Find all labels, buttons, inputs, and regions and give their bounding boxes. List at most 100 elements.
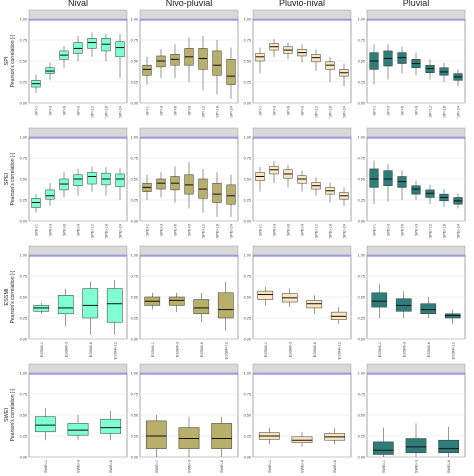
x-tick-label: SWEI-6 <box>447 460 451 473</box>
box <box>217 292 234 319</box>
x-tick-label: ESSMI-3 <box>402 342 406 357</box>
box <box>193 299 210 315</box>
panel-strip <box>28 363 128 374</box>
row-index-label: SWEI <box>4 408 10 423</box>
box <box>226 184 236 205</box>
y-axis-label: Pearson's correlation [-] <box>10 270 16 323</box>
y-tick-label: 0.00 <box>358 456 365 460</box>
y-tick-label: 0.00 <box>358 338 365 342</box>
y-tick-label: 1.00 <box>131 372 138 376</box>
panel-strip <box>252 245 352 256</box>
box <box>67 423 89 436</box>
box <box>212 50 222 76</box>
x-tick-label: SPEI-18 <box>216 224 220 238</box>
y-tick-label: 0.25 <box>244 199 251 203</box>
x-tick-label: SPEI-12 <box>91 224 95 238</box>
y-tick-label: 0.00 <box>244 102 251 106</box>
y-tick-label: 0.00 <box>244 338 251 342</box>
x-tick-label: SPEI-3 <box>273 224 277 236</box>
box <box>87 172 97 185</box>
x-tick-label: SPEI-24 <box>230 224 234 238</box>
panel-strip <box>252 127 352 138</box>
x-tick-label: ESSMI-1 <box>264 342 268 357</box>
y-tick-label: 0.50 <box>358 296 365 300</box>
y-tick-label: 0.50 <box>20 60 27 64</box>
panel: 0.00 0.25 0.50 0.75 1.00 SPI-1 SPI-3 SPI-6 SPI-9… <box>358 9 466 118</box>
y-tick-label: 0.50 <box>20 296 27 300</box>
x-tick-label: ESSMI-3 <box>175 342 179 357</box>
panel-strip <box>28 9 128 20</box>
y-tick-label: 0.75 <box>131 157 138 161</box>
x-tick-label: SPI-12 <box>91 106 95 118</box>
box <box>115 41 125 58</box>
x-tick-label: SPI-1 <box>35 106 39 116</box>
y-tick-label: 0.50 <box>131 414 138 418</box>
y-tick-label: 0.25 <box>358 81 365 85</box>
x-tick-label: ESSMI-3 <box>64 342 68 357</box>
x-tick-label: SPEI-18 <box>443 224 447 238</box>
y-tick-label: 0.00 <box>131 456 138 460</box>
y-tick-label: 0.75 <box>20 275 27 279</box>
y-tick-label: 1.00 <box>358 136 365 140</box>
x-tick-label: SPEI-6 <box>174 224 178 236</box>
x-tick-label: ESSMI-3 <box>288 342 292 357</box>
y-tick-label: 0.75 <box>244 393 251 397</box>
box <box>82 288 99 319</box>
y-tick-label: 1.00 <box>131 254 138 258</box>
x-tick-label: SPEI-1 <box>146 224 150 236</box>
y-tick-label: 0.75 <box>131 39 138 43</box>
x-tick-label: SPI-24 <box>230 106 234 118</box>
x-tick-label: SPEI-18 <box>105 224 109 238</box>
panel: 0.00 0.25 0.50 0.75 1.00 SPI-1 SPI-3 SPI-6 SPI-9… <box>244 9 352 118</box>
x-tick-label: SPI-3 <box>49 106 53 116</box>
x-tick-label: SPI-6 <box>174 106 178 116</box>
panel-strip <box>28 245 128 256</box>
x-tick-label: SPI-9 <box>415 106 419 116</box>
box <box>34 416 56 433</box>
y-tick-label: 0.50 <box>131 178 138 182</box>
x-tick-label: SPEI-6 <box>287 224 291 236</box>
row-index-label: SPI <box>4 56 10 65</box>
y-tick-label: 0.00 <box>20 220 27 224</box>
x-tick-label: SPEI-24 <box>119 224 123 238</box>
x-tick-label: SPI-18 <box>216 106 220 118</box>
y-tick-label: 0.25 <box>20 199 27 203</box>
x-tick-label: SPI-12 <box>202 106 206 118</box>
x-tick-label: SPI-9 <box>77 106 81 116</box>
panel-strip <box>252 9 352 20</box>
y-tick-label: 0.25 <box>20 435 27 439</box>
box <box>212 182 222 203</box>
x-tick-label: ESSMI-6 <box>427 342 431 357</box>
x-tick-label: SPEI-9 <box>415 224 419 236</box>
x-tick-label: SPI-9 <box>188 106 192 116</box>
y-axis-label: Pearson's correlation [-] <box>10 34 16 87</box>
y-tick-label: 0.75 <box>244 39 251 43</box>
x-tick-label: SPI-24 <box>119 106 123 118</box>
x-tick-label: ESSMI-12 <box>451 342 455 359</box>
x-tick-label: SWEI-3 <box>77 460 81 473</box>
box <box>87 38 97 49</box>
y-tick-label: 1.00 <box>20 136 27 140</box>
y-tick-label: 0.25 <box>244 435 251 439</box>
y-tick-label: 0.00 <box>131 338 138 342</box>
y-tick-label: 0.00 <box>358 220 365 224</box>
y-tick-label: 0.00 <box>20 456 27 460</box>
x-tick-label: SPEI-24 <box>343 224 347 238</box>
y-tick-label: 0.50 <box>358 178 365 182</box>
y-axis-label: Pearson's correlation [-] <box>10 388 16 441</box>
panel: 0.00 0.25 0.50 0.75 1.00 SWEI-1 SWEI-3 SWEI-6 <box>244 363 352 473</box>
x-tick-label: SPI-18 <box>443 106 447 118</box>
x-tick-label: SPI-6 <box>401 106 405 116</box>
y-tick-label: 0.75 <box>20 39 27 43</box>
box <box>411 185 421 195</box>
x-tick-label: SPI-24 <box>457 106 461 118</box>
x-tick-label: SPI-12 <box>429 106 433 118</box>
panel-strip <box>139 245 239 256</box>
x-tick-label: SWEI-6 <box>220 460 224 473</box>
x-tick-label: ESSMI-1 <box>40 342 44 357</box>
box <box>372 441 394 455</box>
box <box>369 168 379 188</box>
y-tick-label: 0.00 <box>358 102 365 106</box>
box <box>115 173 125 187</box>
box <box>405 438 427 454</box>
